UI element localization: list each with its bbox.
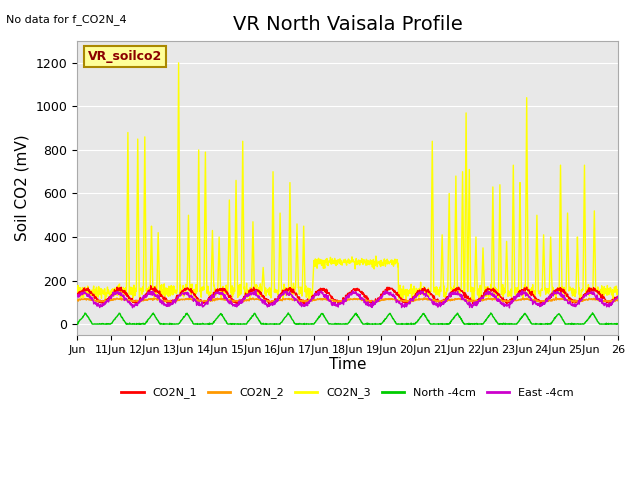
Y-axis label: Soil CO2 (mV): Soil CO2 (mV) <box>15 135 30 241</box>
Text: No data for f_CO2N_4: No data for f_CO2N_4 <box>6 14 127 25</box>
X-axis label: Time: Time <box>329 358 366 372</box>
Title: VR North Vaisala Profile: VR North Vaisala Profile <box>233 15 463 34</box>
Legend: CO2N_1, CO2N_2, CO2N_3, North -4cm, East -4cm: CO2N_1, CO2N_2, CO2N_3, North -4cm, East… <box>117 383 578 403</box>
Text: VR_soilco2: VR_soilco2 <box>88 50 162 63</box>
